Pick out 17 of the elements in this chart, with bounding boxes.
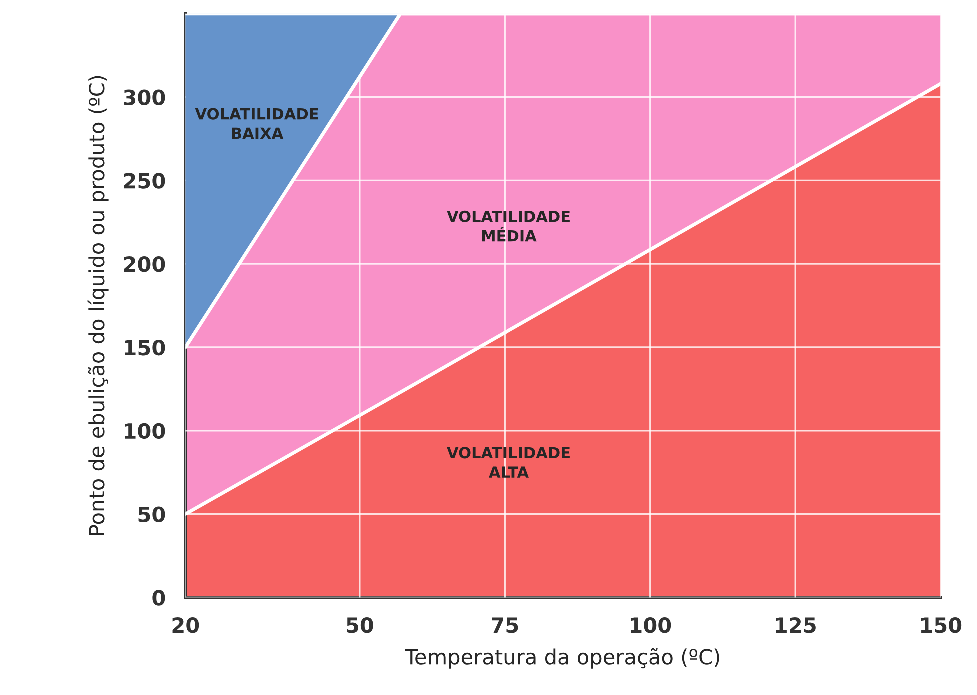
y-axis-title: Ponto de ebulição do líquido ou produto (ºC) xyxy=(88,76,109,536)
y-tick-label: 150 xyxy=(125,340,166,356)
y-tick-label: 50 xyxy=(138,506,166,523)
x-tick-label: 20 xyxy=(172,618,200,634)
x-tick-label: 100 xyxy=(630,618,672,634)
y-tick-label: 200 xyxy=(124,256,166,272)
y-tick-label: 250 xyxy=(124,173,166,189)
x-tick-label: 150 xyxy=(921,618,962,634)
x-axis-title: Temperatura da operação (ºC) xyxy=(405,648,720,669)
y-tick-label: 100 xyxy=(125,423,166,440)
series-label: VOLATILIDADE BAIXA xyxy=(195,108,318,140)
series-label: VOLATILIDADE MÉDIA xyxy=(447,210,570,242)
x-tick-label: 125 xyxy=(776,618,816,634)
y-tick-label: 0 xyxy=(152,590,166,606)
x-tick-label: 75 xyxy=(492,618,518,634)
y-tick-label: 300 xyxy=(124,90,166,106)
x-tick-label: 50 xyxy=(347,618,374,634)
